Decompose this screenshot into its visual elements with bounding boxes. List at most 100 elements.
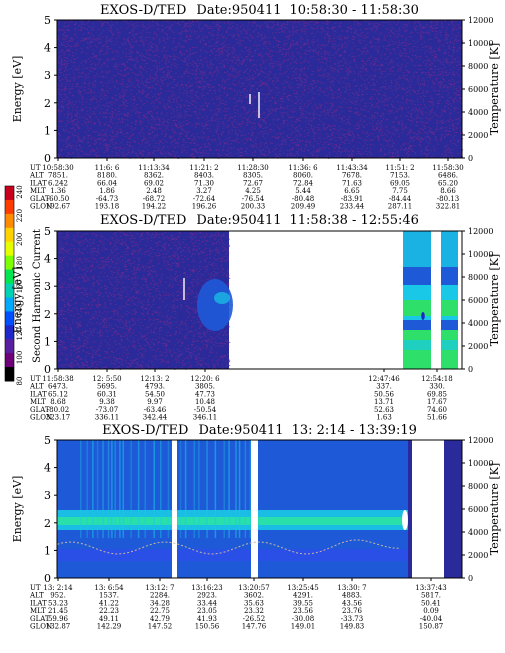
spectrogram-panel-3: 0 1 2 3 4 5 0 2000 4000 6000 8000 10000 12000 Energy … (11, 423, 501, 631)
table-cell: -80.02 (47, 406, 69, 414)
table-cell: -76.54 (242, 195, 265, 203)
low-band (258, 549, 408, 561)
table-cell: 8180. (97, 172, 117, 180)
data-strip-cyan (403, 231, 432, 267)
colorbar-segment (5, 255, 14, 271)
table-cell: 7153. (390, 172, 410, 180)
table-cell: -72.64 (193, 195, 216, 203)
colorbar-frame (4, 185, 15, 382)
table-cell: 12:13: 2 (140, 375, 169, 383)
y-tick-label: 0 (44, 572, 51, 585)
table-cell: 13.71 (374, 398, 394, 406)
vertical-streak (153, 440, 155, 538)
table-cell: 209.49 (291, 203, 316, 211)
table-cell: 50.56 (374, 390, 395, 398)
low-band (57, 549, 172, 561)
colorbar-segment (5, 213, 14, 229)
row-label-ilat: ILAT (30, 599, 47, 607)
table-cell: 346.11 (193, 414, 218, 422)
table-cell: 13:12: 7 (145, 584, 174, 592)
table-cell: 11:58:30 (432, 164, 463, 172)
table-cell: 72.67 (243, 179, 263, 187)
colorbar: 240 220 200 180 160 140 120 100 80 Second Harmoni… (4, 185, 43, 385)
table-cell: 2923. (197, 592, 217, 600)
table-cell: 7851. (48, 172, 68, 180)
title-date: Date:950411 (196, 213, 281, 228)
vertical-streak (96, 440, 99, 538)
table-cell: 11:28:30 (237, 164, 268, 172)
table-cell: 4.25 (245, 187, 261, 195)
y-tick-label: 4 (44, 462, 51, 475)
blue-patch (197, 279, 233, 331)
table-cell: 8.66 (440, 187, 456, 195)
table-cell: 196.26 (192, 203, 217, 211)
table-cell: 233.44 (340, 203, 365, 211)
y-tick-label: 0 (44, 363, 51, 376)
table-cell: 13:20:57 (238, 584, 269, 592)
table-cell: 74.60 (427, 406, 447, 414)
colorbar-tick-label: 180 (16, 256, 24, 269)
y-right-axis-label: Temperature [K] (488, 254, 501, 346)
table-cell: 69.02 (144, 179, 164, 187)
table-cell: -64.73 (96, 195, 118, 203)
table-cell: 8362. (144, 172, 164, 180)
dark-spot (421, 312, 425, 320)
title-time-range: 13: 2:14 - 13:39:19 (292, 423, 417, 438)
table-cell: 142.29 (97, 623, 122, 631)
table-cell: 149.01 (291, 623, 316, 631)
temperature-trace (56, 539, 400, 555)
vertical-streak (137, 440, 140, 538)
row-label-ut: UT (30, 584, 41, 592)
title-time-range: 11:58:38 - 12:55:46 (290, 213, 419, 228)
title-time-range: 10:58:30 - 11:58:30 (290, 3, 419, 18)
table-cell: 336.11 (95, 414, 120, 422)
table-cell: 11:36: 6 (288, 164, 318, 172)
vertical-streak (198, 440, 200, 538)
table-cell: 11:13:34 (138, 164, 170, 172)
colorbar-segment (5, 297, 14, 312)
table-cell: 1.86 (99, 187, 115, 195)
colorbar-segment (5, 227, 14, 243)
noise-speckle (57, 231, 231, 370)
table-cell: 3805. (195, 383, 215, 391)
colorbar-tick-label: 220 (16, 209, 24, 222)
y-right-tick-label: 4000 (468, 319, 488, 328)
row-label-mlt: MLT (30, 187, 46, 195)
y-right-tick-label: 2000 (468, 342, 488, 351)
colorbar-segment (5, 325, 14, 340)
vertical-streak (214, 440, 217, 538)
green-band (57, 517, 172, 525)
vertical-streak (179, 440, 182, 538)
green-band (177, 517, 251, 525)
table-cell: 35.63 (244, 599, 264, 607)
vertical-streak (228, 440, 230, 538)
row-label-glat: GLAT (30, 195, 50, 203)
colorbar-segment (5, 339, 14, 354)
vertical-streak (160, 440, 162, 538)
colorbar-segment (5, 199, 14, 215)
colorbar-segment (5, 353, 14, 368)
data-strip-cyan (403, 340, 432, 350)
table-cell: 147.76 (242, 623, 267, 631)
table-cell: 2.48 (146, 187, 162, 195)
colorbar-segment (5, 367, 14, 382)
table-cell: -84.44 (389, 195, 412, 203)
table-cell: 47.73 (195, 390, 215, 398)
spectrogram-panel-2: 0 1 2 3 4 5 0 2000 4000 6000 8000 10000 12000 Energy … (11, 213, 501, 422)
table-cell: 11:58:38 (42, 375, 73, 383)
table-cell: 22.23 (99, 607, 119, 615)
low-band (177, 549, 251, 561)
table-cell: 200.33 (241, 203, 266, 211)
title-instrument: EXOS-D/TED (102, 423, 188, 438)
y-right-axis-label: Temperature [K] (488, 463, 501, 555)
colorbar-tick-label: 120 (16, 327, 24, 340)
data-strip-cyan (441, 231, 458, 267)
table-cell: -26.52 (243, 615, 265, 623)
row-label-ilat: ILAT (30, 179, 47, 187)
vertical-streak (80, 440, 82, 538)
y-right-tick-label: 8000 (468, 273, 488, 282)
colorbar-tick-label: 240 (16, 185, 24, 198)
data-strip-green (403, 300, 432, 316)
vertical-streak (167, 440, 170, 538)
